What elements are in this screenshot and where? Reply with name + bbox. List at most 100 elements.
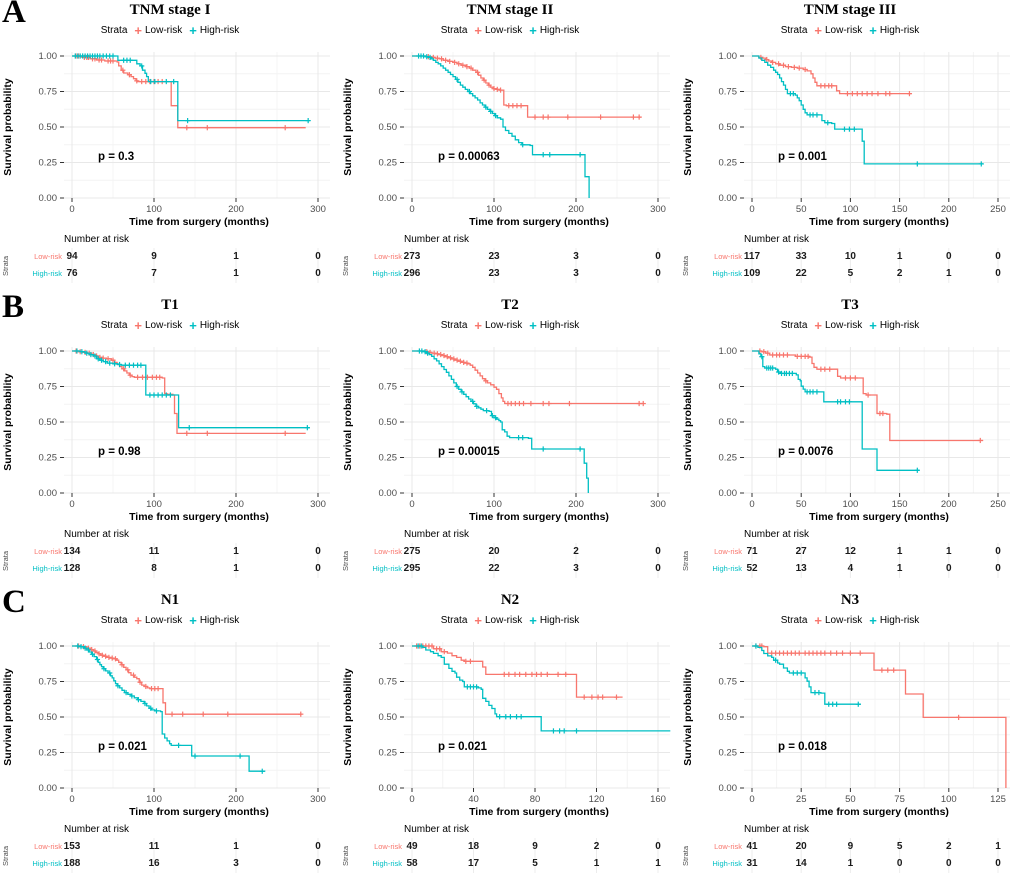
panel-title: T1 xyxy=(161,297,179,313)
risk-value: 22 xyxy=(796,268,808,279)
censor-plus-icon: + xyxy=(189,22,197,38)
censor-marks-low-risk xyxy=(75,643,304,717)
legend-item-label: Low-risk xyxy=(825,615,863,626)
y-tick-label: 0.50 xyxy=(379,712,398,723)
risk-value: 5 xyxy=(897,841,903,852)
y-tick-label: 1.00 xyxy=(379,346,398,357)
panel-row-letter: A xyxy=(2,0,26,30)
km-plot: 1.00 0.75 0.50 0.25 0.00 0 100 200 300 Survival p… xyxy=(2,346,330,523)
risk-value: 23 xyxy=(488,251,500,262)
x-tick-label: 125 xyxy=(990,794,1006,805)
risk-strata-axis-label: Strata xyxy=(1,550,10,571)
censor-marks-high-risk xyxy=(787,91,984,167)
km-curve-high-risk xyxy=(412,645,671,732)
risk-value: 49 xyxy=(406,841,418,852)
risk-value: 23 xyxy=(488,268,500,279)
legend-item-high-risk: + High-risk xyxy=(869,24,919,37)
p-value-label: p = 0.0076 xyxy=(778,446,833,458)
risk-gridlines xyxy=(751,248,999,283)
risk-row-label: Low-risk xyxy=(34,252,62,261)
x-tick-label: 100 xyxy=(941,794,957,805)
km-curve-high-risk xyxy=(752,350,920,471)
censor-plus-icon: + xyxy=(869,317,877,333)
censor-plus-icon: + xyxy=(869,612,877,628)
y-tick-label: 1.00 xyxy=(39,51,58,62)
panel-title: T3 xyxy=(841,297,859,313)
plot-gridlines xyxy=(64,347,330,494)
y-tick-label: 1.00 xyxy=(379,51,398,62)
legend-item-low-risk: + Low-risk xyxy=(134,24,183,37)
risk-value: 275 xyxy=(404,546,421,557)
risk-value: 33 xyxy=(796,251,808,262)
km-plot: 1.00 0.75 0.50 0.25 0.00 0 100 200 300 Survival p… xyxy=(342,346,670,523)
y-axis-label: Survival probability xyxy=(682,668,694,766)
legend-item-label: Low-risk xyxy=(485,320,523,331)
y-tick-label: 0.50 xyxy=(719,712,738,723)
plot-axes: 1.00 0.75 0.50 0.25 0.00 0 25 50 75 100 125 Surviva… xyxy=(682,641,1006,818)
risk-value: 134 xyxy=(64,546,81,557)
plot-axes: 1.00 0.75 0.50 0.25 0.00 0 100 200 300 Survival p… xyxy=(2,346,326,523)
risk-row-label: Low-risk xyxy=(374,842,402,851)
y-axis-label: Survival probability xyxy=(682,78,694,176)
risk-value: 20 xyxy=(796,841,808,852)
censor-marks-low-risk xyxy=(414,643,620,700)
km-plot: 1.00 0.75 0.50 0.25 0.00 0 25 50 75 100 125 Surviva… xyxy=(682,641,1010,818)
censor-marks-low-risk xyxy=(758,54,913,97)
risk-row-label: Low-risk xyxy=(34,842,62,851)
legend-item-low-risk: + Low-risk xyxy=(474,24,523,37)
y-tick-label: 1.00 xyxy=(719,346,738,357)
km-curve-high-risk xyxy=(72,55,310,122)
x-tick-label: 0 xyxy=(409,204,414,215)
x-tick-label: 80 xyxy=(530,794,541,805)
risk-value: 0 xyxy=(995,563,1001,574)
risk-value: 18 xyxy=(468,841,480,852)
legend-item-label: Low-risk xyxy=(485,25,523,36)
x-tick-label: 50 xyxy=(796,499,807,510)
risk-value: 1 xyxy=(897,251,903,262)
legend: Strata + Low-risk + High-risk xyxy=(340,319,680,332)
km-panel: N3 Strata + Low-risk + High-risk 1.00 0.7… xyxy=(680,590,1020,877)
x-tick-label: 250 xyxy=(990,499,1006,510)
risk-value: 5 xyxy=(848,268,854,279)
km-curve-high-risk xyxy=(752,645,861,705)
risk-value: 12 xyxy=(845,546,857,557)
x-tick-label: 50 xyxy=(845,794,856,805)
plot-gridlines xyxy=(744,642,1010,789)
y-tick-label: 0.75 xyxy=(379,87,398,98)
y-tick-label: 1.00 xyxy=(39,346,58,357)
x-tick-label: 100 xyxy=(486,204,502,215)
y-tick-label: 0.25 xyxy=(379,453,398,464)
km-panel: B T1 Strata + Low-risk + High-risk 1.00 0… xyxy=(0,289,340,582)
y-tick-label: 0.50 xyxy=(379,122,398,133)
y-tick-label: 0.25 xyxy=(719,748,738,759)
risk-table-header: Number at risk xyxy=(64,529,130,540)
risk-value: 1 xyxy=(233,841,239,852)
risk-value: 94 xyxy=(66,251,78,262)
risk-value: 14 xyxy=(796,858,808,869)
risk-value: 0 xyxy=(315,546,321,557)
p-value-label: p = 0.001 xyxy=(778,151,828,163)
x-tick-label: 200 xyxy=(568,499,584,510)
legend-item-high-risk: + High-risk xyxy=(189,22,239,38)
legend-item-label: Low-risk xyxy=(825,25,863,36)
risk-gridlines xyxy=(411,248,659,283)
legend-item-label: Low-risk xyxy=(145,25,183,36)
risk-value: 0 xyxy=(897,858,903,869)
y-tick-label: 0.25 xyxy=(39,453,58,464)
risk-value: 11 xyxy=(149,841,160,852)
risk-row-label: Low-risk xyxy=(714,252,742,261)
risk-value: 1 xyxy=(897,563,903,574)
censor-marks-high-risk xyxy=(415,53,583,158)
x-tick-label: 0 xyxy=(69,204,74,215)
risk-value: 0 xyxy=(946,858,952,869)
legend-item-high-risk: + High-risk xyxy=(189,319,239,332)
risk-gridlines xyxy=(411,838,659,873)
legend-item-high-risk: + High-risk xyxy=(529,319,579,332)
censor-plus-icon: + xyxy=(529,22,537,38)
risk-value: 296 xyxy=(404,268,421,279)
censor-plus-icon: + xyxy=(134,612,142,628)
km-curve-high-risk xyxy=(412,55,590,198)
legend-item-label: High-risk xyxy=(879,615,920,626)
risk-value: 9 xyxy=(151,251,157,262)
x-tick-label: 200 xyxy=(941,204,957,215)
